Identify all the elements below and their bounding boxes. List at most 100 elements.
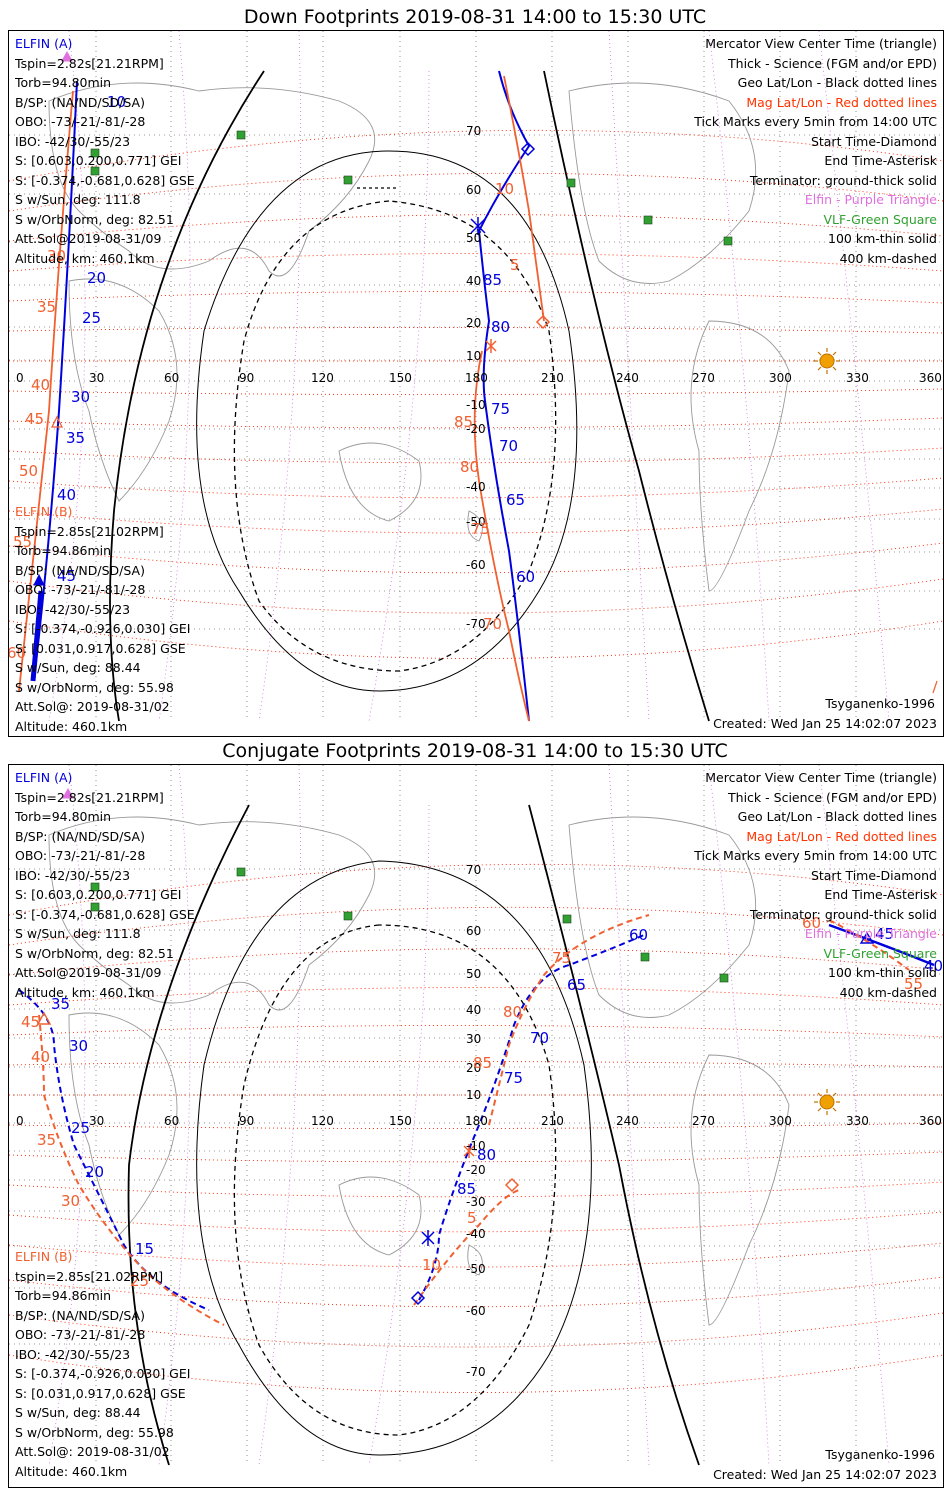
legend-item: 100 km-thin solid (828, 965, 937, 980)
terminator (127, 804, 700, 1466)
tick-a: 85 (457, 1180, 476, 1198)
end-asterisk-b (463, 1144, 475, 1158)
info-line: Att.Sol@: 2019-08-31/02 (15, 1444, 170, 1459)
tick-a: 80 (477, 1146, 496, 1164)
lat-label: 30 (466, 1032, 481, 1046)
elfin-a-track-right (828, 923, 935, 967)
legend-item: Elfin - Purple Triangle (804, 926, 937, 941)
conjugate-footprints-title: Conjugate Footprints 2019-08-31 14:00 to… (222, 740, 728, 762)
legend-item: 400 km-dashed (839, 984, 937, 1000)
lat-label: 40 (466, 274, 481, 288)
created-label: Created: Wed Jan 25 14:02:07 2023 (713, 1467, 937, 1482)
info-line: tspin=2.85s[21.02RPM] (15, 1268, 164, 1284)
lat-label: -40 (466, 480, 486, 494)
model-label: Tsyganenko-1996 (825, 696, 935, 711)
lon-label: 300 (769, 1114, 792, 1128)
legend-item: Mag Lat/Lon - Red dotted lines (746, 828, 937, 844)
tick-b: 60 (9, 644, 26, 662)
coastlines (48, 82, 790, 592)
lat-label: 50 (466, 967, 481, 981)
tick-b: 70 (483, 615, 502, 633)
tick-a: 70 (530, 1029, 549, 1047)
tick-b: 40 (31, 1048, 50, 1066)
end-asterisk-a (470, 217, 486, 235)
end-asterisk-a (421, 1230, 435, 1246)
tick-a: 80 (491, 318, 510, 336)
lat-label: -20 (466, 1163, 486, 1177)
legend-item: Tick Marks every 5min from 14:00 UTC (694, 114, 937, 129)
lon-label: 180 (465, 371, 488, 385)
tick-a: 40 (924, 957, 943, 975)
info-line: Tspin=2.82s[21.21RPM] (15, 789, 164, 805)
elfin-b-info: ELFIN (B) tspin=2.85s[21.02RPM] Torb=94.… (15, 1247, 190, 1481)
lon-label: 210 (541, 371, 564, 385)
info-line: Altitude: 460.1km (15, 1463, 128, 1479)
start-diamond-b (504, 1177, 520, 1193)
legend-item: Thick - Science (FGM and/or EPD) (728, 55, 937, 71)
conjugate-footprints-map: 0 30 60 90 120 150 180 210 240 270 300 3… (9, 765, 943, 1466)
legend: Mercator View Center Time (triangle) Thi… (694, 34, 937, 268)
info-line: S w/Sun, deg: 88.44 (15, 1405, 141, 1420)
center-triangle-a (61, 50, 73, 62)
lon-label: 210 (541, 1114, 564, 1128)
legend-item: 100 km-thin solid (828, 231, 937, 246)
lon-label: 120 (311, 371, 334, 385)
down-footprints-panel: 0 30 60 90 120 150 180 210 240 270 300 3… (8, 30, 944, 737)
info-line: S w/OrbNorm, deg: 82.51 (15, 211, 174, 227)
end-asterisk-b (485, 339, 497, 353)
tick-b: 40 (31, 376, 50, 394)
mag-grid (9, 863, 943, 1393)
elfin-b-header: ELFIN (B) (15, 1249, 73, 1264)
tick-b: 5 (467, 1209, 477, 1227)
lon-label: 120 (311, 1114, 334, 1128)
tick-b: 30 (47, 247, 66, 265)
lat-label: -50 (466, 1262, 486, 1276)
lon-label: 60 (164, 371, 179, 385)
info-line: Tspin=2.82s[21.21RPM] (15, 55, 164, 71)
tick-b: 80 (460, 458, 479, 476)
tick-b: 10 (422, 1256, 441, 1274)
lon-label: 240 (616, 371, 639, 385)
tick-b: 50 (19, 462, 38, 480)
info-line: Torb=94.86min (15, 1288, 112, 1303)
vlf-stations (90, 130, 733, 246)
tick-a: 75 (504, 1069, 523, 1087)
legend-item: End Time-Asterisk (824, 153, 937, 168)
tick-a: 70 (499, 437, 518, 455)
model-label: Tsyganenko-1996 (825, 1447, 935, 1462)
lon-label: 270 (692, 1114, 715, 1128)
legend-item: Mag Lat/Lon - Red dotted lines (746, 94, 937, 110)
legend-item: VLF-Green Square (823, 211, 937, 227)
legend-item: Thick - Science (FGM and/or EPD) (728, 789, 937, 805)
info-line: Att.Sol@: 2019-08-31/02 (15, 699, 170, 714)
center-triangle-b (50, 415, 64, 428)
lon-label: 360 (919, 1114, 942, 1128)
lon-label: 0 (16, 371, 24, 385)
sun-icon (814, 348, 840, 374)
tick-a: 10 (107, 93, 126, 111)
lon-label: 330 (846, 371, 869, 385)
lon-label: 30 (89, 1114, 104, 1128)
tick-a: 35 (51, 995, 70, 1013)
terminator (109, 70, 710, 722)
tick-b: 30 (61, 1192, 80, 1210)
tick-a: 85 (483, 271, 502, 289)
legend-item: Start Time-Diamond (810, 867, 937, 883)
info-line: IBO: -42/30/-55/23 (15, 601, 131, 617)
tick-a: 45 (875, 925, 894, 943)
info-line: S w/Sun, deg: 88.44 (15, 660, 141, 675)
lat-label: 40 (466, 1003, 481, 1017)
lat-label: 50 (466, 231, 481, 245)
legend-item: Start Time-Diamond (810, 133, 937, 149)
info-line: S: [-0.374,-0.926,0.030] GEI (15, 1366, 191, 1381)
info-line: OBO: -73/-21/-81/-28 (15, 1327, 146, 1342)
created-label: Created: Wed Jan 25 14:02:07 2023 (713, 716, 937, 731)
info-line: Torb=94.80min (15, 75, 112, 90)
lat-label: 20 (466, 1061, 481, 1075)
lon-label: 240 (616, 1114, 639, 1128)
info-line: S w/OrbNorm, deg: 82.51 (15, 945, 174, 961)
info-line: Torb=94.80min (15, 809, 112, 824)
geo-grid (9, 765, 943, 1465)
mag-meridians (48, 765, 890, 1466)
info-line: Torb=94.86min (15, 543, 112, 558)
